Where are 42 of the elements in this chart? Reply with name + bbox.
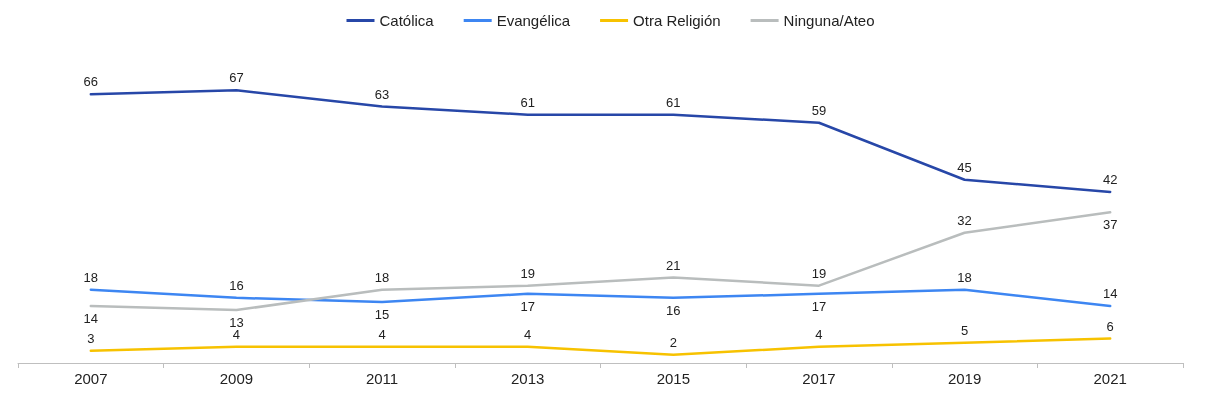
data-label: 67 (229, 70, 244, 86)
x-tick-label: 2011 (365, 370, 399, 387)
legend-label: Ninguna/Ateo (783, 12, 875, 29)
data-label: 19 (811, 265, 827, 281)
x-tick-label: 2007 (74, 370, 108, 387)
data-label: 6 (1106, 318, 1114, 334)
data-label: 61 (520, 94, 535, 110)
data-label: 2 (669, 334, 677, 350)
data-label: 59 (811, 102, 827, 118)
data-label: 45 (957, 159, 972, 175)
data-label: 15 (374, 306, 390, 322)
legend-label: Evangélica (496, 12, 571, 29)
data-label: 4 (378, 326, 386, 342)
data-label: 4 (815, 326, 823, 342)
data-label: 17 (520, 298, 535, 314)
x-tick-label: 2017 (802, 370, 836, 387)
data-label: 14 (1102, 286, 1118, 301)
data-label: 37 (1102, 217, 1118, 233)
legend-label: Otra Religión (633, 12, 721, 29)
data-label: 17 (811, 298, 827, 314)
x-tick-label: 2021 (1093, 370, 1127, 387)
data-label: 16 (666, 302, 681, 318)
data-label: 3 (87, 330, 95, 346)
data-label: 18 (957, 269, 972, 285)
data-label: 16 (229, 277, 244, 293)
legend-label: Católica (379, 12, 435, 29)
data-label: 18 (83, 269, 99, 285)
data-label: 66 (83, 74, 99, 90)
x-tick-label: 2013 (511, 370, 545, 387)
data-label: 14 (83, 311, 99, 326)
data-label: 5 (960, 322, 969, 338)
data-label: 21 (666, 257, 681, 273)
data-label: 42 (1102, 172, 1118, 187)
data-label: 32 (957, 212, 972, 228)
x-tick-label: 2009 (219, 370, 254, 387)
data-label: 63 (374, 86, 390, 102)
data-label: 18 (374, 269, 390, 285)
x-tick-label: 2019 (947, 370, 982, 387)
x-tick-label: 2015 (656, 370, 690, 387)
data-label: 19 (520, 265, 535, 281)
data-label: 4 (524, 326, 532, 342)
data-label: 61 (666, 94, 681, 110)
